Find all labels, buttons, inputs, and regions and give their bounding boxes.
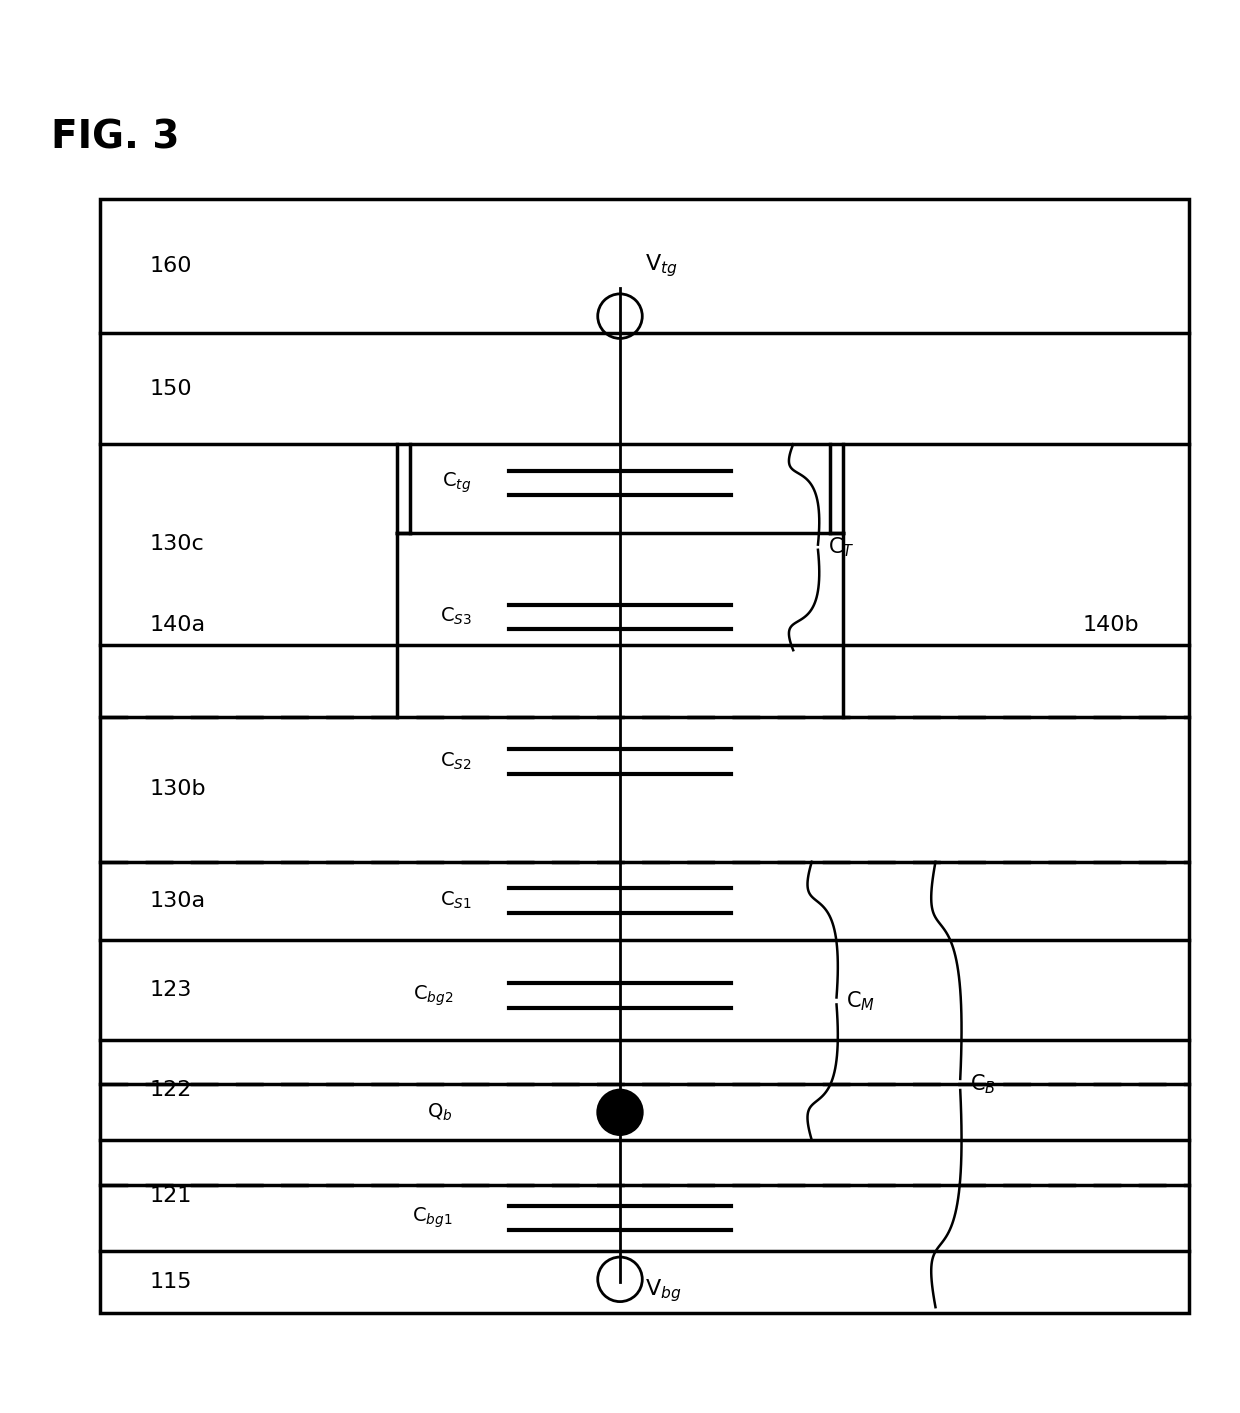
Text: 115: 115	[150, 1272, 192, 1291]
Text: 122: 122	[150, 1080, 192, 1101]
Text: V$_{tg}$: V$_{tg}$	[645, 253, 677, 280]
Text: Q$_b$: Q$_b$	[428, 1102, 453, 1123]
Text: V$_{bg}$: V$_{bg}$	[645, 1277, 681, 1304]
Text: C$_{S1}$: C$_{S1}$	[440, 890, 471, 911]
Text: 150: 150	[150, 379, 192, 398]
Text: FIG. 3: FIG. 3	[51, 119, 180, 157]
Text: 121: 121	[150, 1186, 192, 1205]
Text: C$_M$: C$_M$	[847, 989, 875, 1013]
Text: 130a: 130a	[150, 890, 206, 911]
Text: 140b: 140b	[1083, 615, 1140, 636]
Text: 140a: 140a	[150, 615, 206, 636]
Text: 160: 160	[150, 256, 192, 276]
Text: 130b: 130b	[150, 780, 207, 800]
Text: C$_{bg1}$: C$_{bg1}$	[413, 1205, 453, 1231]
Text: C$_B$: C$_B$	[970, 1072, 996, 1096]
Text: 123: 123	[150, 979, 192, 1000]
Text: C$_T$: C$_T$	[828, 536, 854, 560]
Bar	[100, 199, 1189, 1313]
Text: C$_{S2}$: C$_{S2}$	[440, 750, 471, 773]
Text: C$_{bg2}$: C$_{bg2}$	[413, 983, 453, 1007]
Text: C$_{tg}$: C$_{tg}$	[443, 471, 471, 496]
Text: C$_{S3}$: C$_{S3}$	[439, 606, 471, 627]
Text: 130c: 130c	[150, 534, 205, 554]
Circle shape	[598, 1089, 642, 1135]
